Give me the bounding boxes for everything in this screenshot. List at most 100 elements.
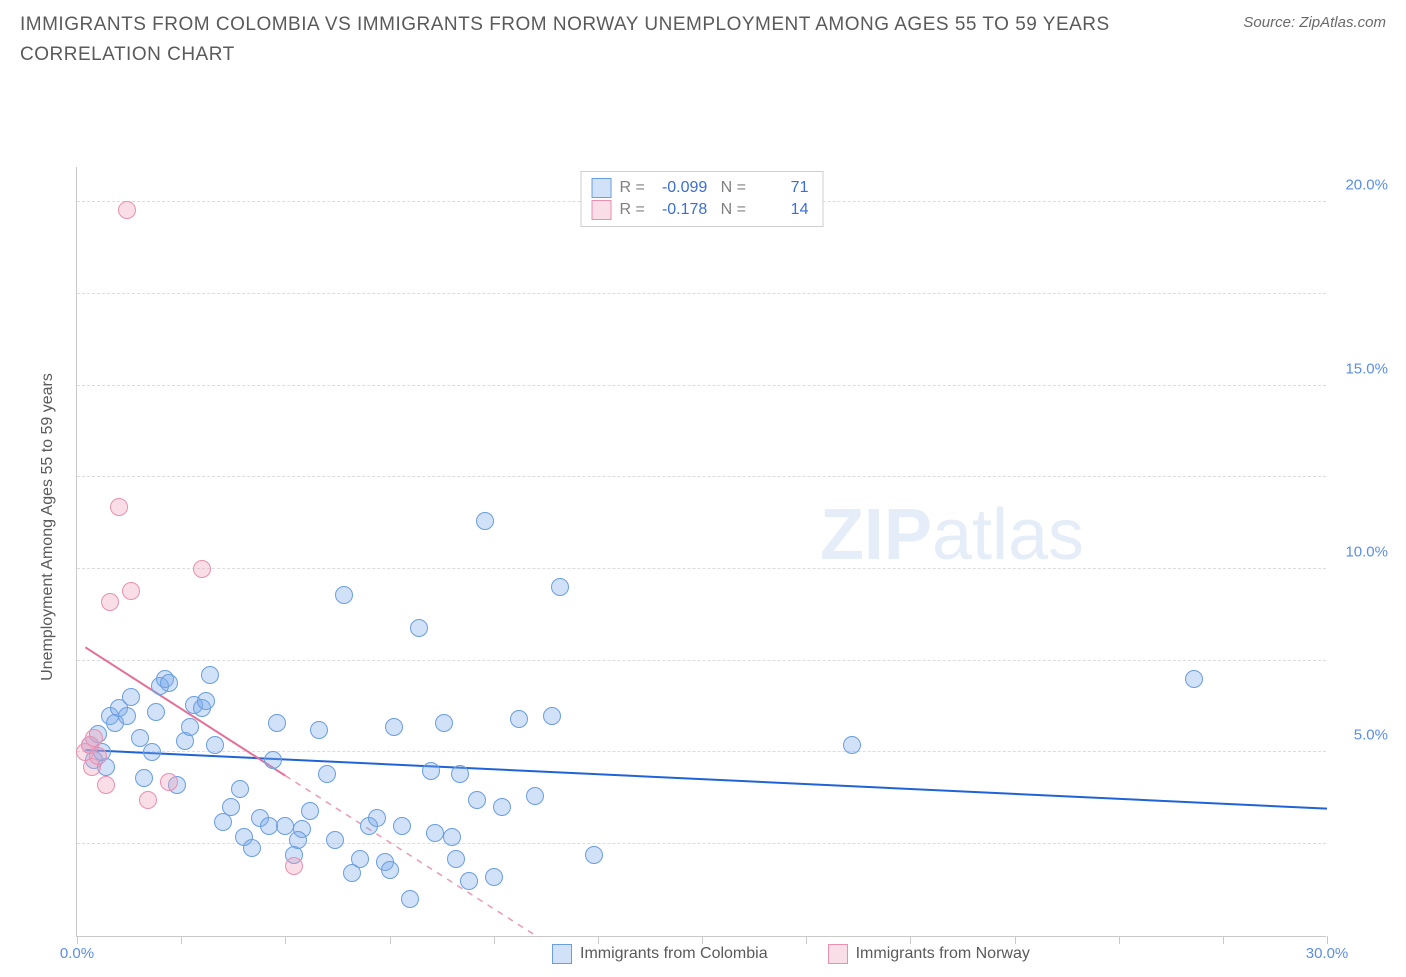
data-point-norway xyxy=(285,857,303,875)
x-tick xyxy=(910,936,911,944)
data-point-colombia xyxy=(147,703,165,721)
data-point-colombia xyxy=(485,868,503,886)
plot-area: 0.0%30.0%5.0%10.0%15.0%20.0%ZIPatlasR = … xyxy=(76,167,1326,937)
y-tick-label: 10.0% xyxy=(1345,544,1388,561)
x-tick-label: 30.0% xyxy=(1306,945,1349,962)
data-point-colombia xyxy=(543,707,561,725)
data-point-colombia xyxy=(401,890,419,908)
data-point-colombia xyxy=(197,692,215,710)
source-credit: Source: ZipAtlas.com xyxy=(1243,10,1386,31)
source-name: ZipAtlas.com xyxy=(1299,14,1386,31)
legend-swatch xyxy=(592,200,612,220)
data-point-colombia xyxy=(468,791,486,809)
data-point-norway xyxy=(110,498,128,516)
x-tick xyxy=(390,936,391,944)
data-point-colombia xyxy=(551,578,569,596)
watermark: ZIPatlas xyxy=(820,494,1084,576)
data-point-colombia xyxy=(131,729,149,747)
data-point-norway xyxy=(139,791,157,809)
data-point-norway xyxy=(118,201,136,219)
data-point-colombia xyxy=(243,839,261,857)
x-tick xyxy=(1015,936,1016,944)
data-point-colombia xyxy=(476,512,494,530)
data-point-norway xyxy=(160,773,178,791)
data-point-colombia xyxy=(351,850,369,868)
data-point-colombia xyxy=(264,751,282,769)
legend-text: R = -0.178 N = 14 xyxy=(620,201,809,219)
legend-text: R = -0.099 N = 71 xyxy=(620,179,809,197)
legend-swatch xyxy=(552,944,572,964)
correlation-legend-row: R = -0.178 N = 14 xyxy=(592,199,809,221)
data-point-colombia xyxy=(289,831,307,849)
data-point-norway xyxy=(97,776,115,794)
data-point-colombia xyxy=(160,674,178,692)
data-point-colombia xyxy=(410,619,428,637)
data-point-colombia xyxy=(318,765,336,783)
chart-title: IMMIGRANTS FROM COLOMBIA VS IMMIGRANTS F… xyxy=(20,10,1140,71)
data-point-colombia xyxy=(1185,670,1203,688)
data-point-norway xyxy=(122,582,140,600)
data-point-colombia xyxy=(385,718,403,736)
data-point-colombia xyxy=(426,824,444,842)
y-tick-label: 5.0% xyxy=(1354,727,1388,744)
data-point-colombia xyxy=(460,872,478,890)
x-tick xyxy=(1223,936,1224,944)
gridline xyxy=(77,843,1326,844)
data-point-norway xyxy=(101,593,119,611)
legend-swatch xyxy=(592,178,612,198)
x-tick xyxy=(77,936,78,944)
y-tick-label: 20.0% xyxy=(1345,177,1388,194)
x-tick-label: 0.0% xyxy=(60,945,94,962)
gridline xyxy=(77,660,1326,661)
data-point-colombia xyxy=(260,817,278,835)
series-legend-label: Immigrants from Norway xyxy=(856,945,1030,963)
data-point-colombia xyxy=(231,780,249,798)
x-tick xyxy=(598,936,599,944)
x-tick xyxy=(1327,936,1328,944)
series-legend: Immigrants from Colombia Immigrants from … xyxy=(552,944,1030,964)
gridline xyxy=(77,568,1326,569)
data-point-colombia xyxy=(381,861,399,879)
gridline xyxy=(77,293,1326,294)
data-point-norway xyxy=(85,729,103,747)
data-point-colombia xyxy=(843,736,861,754)
x-tick xyxy=(702,936,703,944)
x-tick xyxy=(181,936,182,944)
y-tick-label: 15.0% xyxy=(1345,360,1388,377)
x-tick xyxy=(1119,936,1120,944)
data-point-colombia xyxy=(326,831,344,849)
data-point-colombia xyxy=(268,714,286,732)
data-point-colombia xyxy=(135,769,153,787)
data-point-colombia xyxy=(276,817,294,835)
series-legend-item: Immigrants from Colombia xyxy=(552,944,768,964)
gridline xyxy=(77,385,1326,386)
header: IMMIGRANTS FROM COLOMBIA VS IMMIGRANTS F… xyxy=(20,10,1386,71)
x-tick xyxy=(806,936,807,944)
data-point-colombia xyxy=(222,798,240,816)
data-point-norway xyxy=(193,560,211,578)
correlation-legend-row: R = -0.099 N = 71 xyxy=(592,177,809,199)
legend-swatch xyxy=(828,944,848,964)
data-point-colombia xyxy=(181,718,199,736)
data-point-colombia xyxy=(143,743,161,761)
data-point-colombia xyxy=(443,828,461,846)
data-point-colombia xyxy=(510,710,528,728)
source-prefix: Source: xyxy=(1243,14,1299,31)
data-point-colombia xyxy=(368,809,386,827)
y-axis-label: Unemployment Among Ages 55 to 59 years xyxy=(39,373,57,681)
chart-area: Unemployment Among Ages 55 to 59 years 0… xyxy=(20,77,1386,977)
data-point-norway xyxy=(89,747,107,765)
gridline xyxy=(77,751,1326,752)
data-point-colombia xyxy=(393,817,411,835)
correlation-legend: R = -0.099 N = 71 R = -0.178 N = 14 xyxy=(581,171,824,227)
data-point-colombia xyxy=(422,762,440,780)
x-tick xyxy=(494,936,495,944)
series-legend-item: Immigrants from Norway xyxy=(828,944,1030,964)
data-point-colombia xyxy=(585,846,603,864)
data-point-colombia xyxy=(206,736,224,754)
data-point-colombia xyxy=(435,714,453,732)
data-point-colombia xyxy=(201,666,219,684)
data-point-colombia xyxy=(493,798,511,816)
data-point-colombia xyxy=(122,688,140,706)
x-tick xyxy=(285,936,286,944)
